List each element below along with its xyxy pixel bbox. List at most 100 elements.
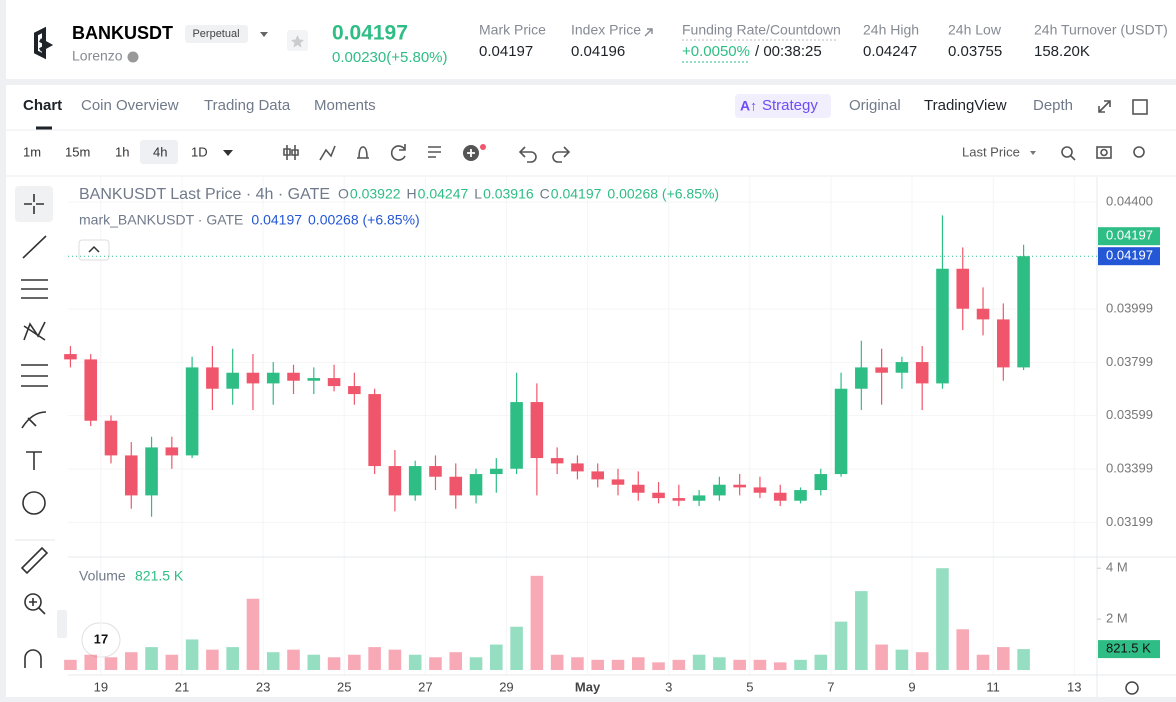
line-tool[interactable]: [22, 235, 47, 259]
candle-body: [145, 447, 158, 496]
candle-body: [449, 476, 463, 496]
measure-tool[interactable]: [20, 546, 49, 575]
volume-bar: [510, 626, 523, 670]
collapse-tab[interactable]: [57, 610, 67, 638]
camera-icon[interactable]: [1096, 146, 1112, 159]
dot: [480, 144, 486, 150]
interval[interactable]: 1D: [191, 144, 208, 159]
emoji-tool[interactable]: [22, 491, 46, 515]
legend-text: 0.04197: [251, 212, 302, 228]
time-settings[interactable]: [1125, 681, 1139, 695]
candle-body: [976, 308, 990, 320]
undo-icon[interactable]: [518, 146, 537, 163]
candle-body: [64, 354, 77, 360]
badge-bg: [185, 25, 248, 43]
legend-text: 0.04197: [551, 186, 602, 202]
legend-text: 0.04247: [418, 186, 469, 202]
view-tab[interactable]: TradingView: [924, 97, 1007, 114]
settings-icon[interactable]: [1133, 146, 1145, 158]
text-tool[interactable]: [26, 451, 42, 470]
crosshair-tool[interactable]: [24, 194, 44, 214]
indicator-icon[interactable]: [319, 145, 336, 161]
view-tab[interactable]: Depth: [1033, 97, 1073, 114]
info-icon[interactable]: [127, 51, 139, 63]
project: Lorenzo: [72, 48, 123, 64]
volume-tick-label: 2 M: [1106, 611, 1128, 626]
view-tab[interactable]: Original: [849, 97, 901, 114]
interval[interactable]: 15m: [65, 144, 90, 159]
legend-text: C: [540, 186, 550, 202]
candle-body: [104, 420, 118, 456]
candle-body: [753, 487, 767, 493]
volume-tag: [1098, 640, 1160, 659]
zoom-tool[interactable]: [24, 593, 42, 611]
interval[interactable]: 4h: [153, 144, 167, 159]
candle-body: [226, 372, 239, 389]
volume-bar: [388, 649, 402, 670]
projection-tool[interactable]: [21, 364, 48, 387]
volume-bar: [915, 652, 929, 670]
volume-bar: [692, 654, 706, 670]
template-icon[interactable]: [428, 146, 441, 158]
volume-bar: [591, 659, 604, 670]
x-tick-label: 27: [418, 679, 432, 694]
volume-bar: [895, 649, 909, 670]
volume-bar: [84, 654, 98, 670]
volume-bar: [672, 659, 686, 670]
header-bg: [6, 0, 1176, 79]
tab[interactable]: Moments: [314, 97, 376, 114]
x-tick-label: May: [575, 679, 601, 694]
candle-body: [84, 359, 98, 421]
tab[interactable]: Trading Data: [204, 97, 291, 114]
magnet-tool[interactable]: [24, 649, 42, 668]
volume-bar: [571, 657, 584, 670]
candle-body: [246, 372, 260, 384]
strategy-bg[interactable]: [735, 94, 831, 118]
interval[interactable]: 1m: [23, 144, 41, 159]
brush-tool[interactable]: [21, 411, 47, 429]
tab[interactable]: Chart: [23, 97, 62, 114]
candle-icon[interactable]: [283, 145, 299, 160]
candle-body: [875, 367, 888, 373]
volume-bar: [287, 649, 300, 670]
price-type[interactable]: Last Price: [962, 144, 1020, 159]
volume-bar: [834, 621, 848, 670]
volume-bar: [185, 639, 199, 670]
candle-body: [895, 362, 909, 373]
replay-icon[interactable]: [390, 144, 406, 161]
fib-tool[interactable]: [21, 279, 48, 299]
toolbar-icons: [283, 144, 1145, 163]
search-icon[interactable]: [1061, 146, 1073, 158]
legend-text: L: [474, 186, 482, 202]
y-tick-label: 0.03399: [1106, 460, 1153, 475]
volume-bar: [327, 657, 341, 670]
collapse-legend[interactable]: [78, 239, 110, 261]
interval[interactable]: 1h: [115, 144, 129, 159]
pattern-tool[interactable]: [23, 321, 46, 341]
redo-icon[interactable]: [552, 146, 571, 163]
tab[interactable]: Coin Overview: [81, 97, 179, 114]
candle-body: [348, 386, 361, 395]
volume-bar: [490, 644, 503, 670]
price-type-dropdown[interactable]: [1030, 151, 1036, 155]
legend-text: 0.00268 (+6.85%): [607, 186, 719, 202]
countdown: / 00:38:25: [755, 43, 822, 60]
dropdown[interactable]: [260, 32, 268, 37]
y-tick-label: 0.03799: [1106, 354, 1153, 369]
stat-label: Funding Rate/Countdown: [682, 22, 841, 38]
candle-body: [773, 492, 787, 501]
interval-dropdown[interactable]: [223, 150, 233, 156]
alert-icon[interactable]: [357, 146, 369, 159]
x-tick-label: 13: [1067, 679, 1081, 694]
candle-body: [206, 367, 219, 389]
window-icon[interactable]: [1132, 99, 1148, 115]
expand-icon[interactable]: [1098, 100, 1111, 113]
volume-tag-label: 821.5 K: [1106, 641, 1151, 656]
candle-body: [469, 474, 483, 496]
price: 0.04197: [332, 22, 408, 45]
stat-label: 24h Low: [948, 22, 1002, 38]
view-tab[interactable]: Strategy: [762, 97, 818, 114]
volume-bar: [733, 659, 746, 670]
drawing-tools: [20, 194, 49, 668]
candle-body: [956, 268, 970, 309]
